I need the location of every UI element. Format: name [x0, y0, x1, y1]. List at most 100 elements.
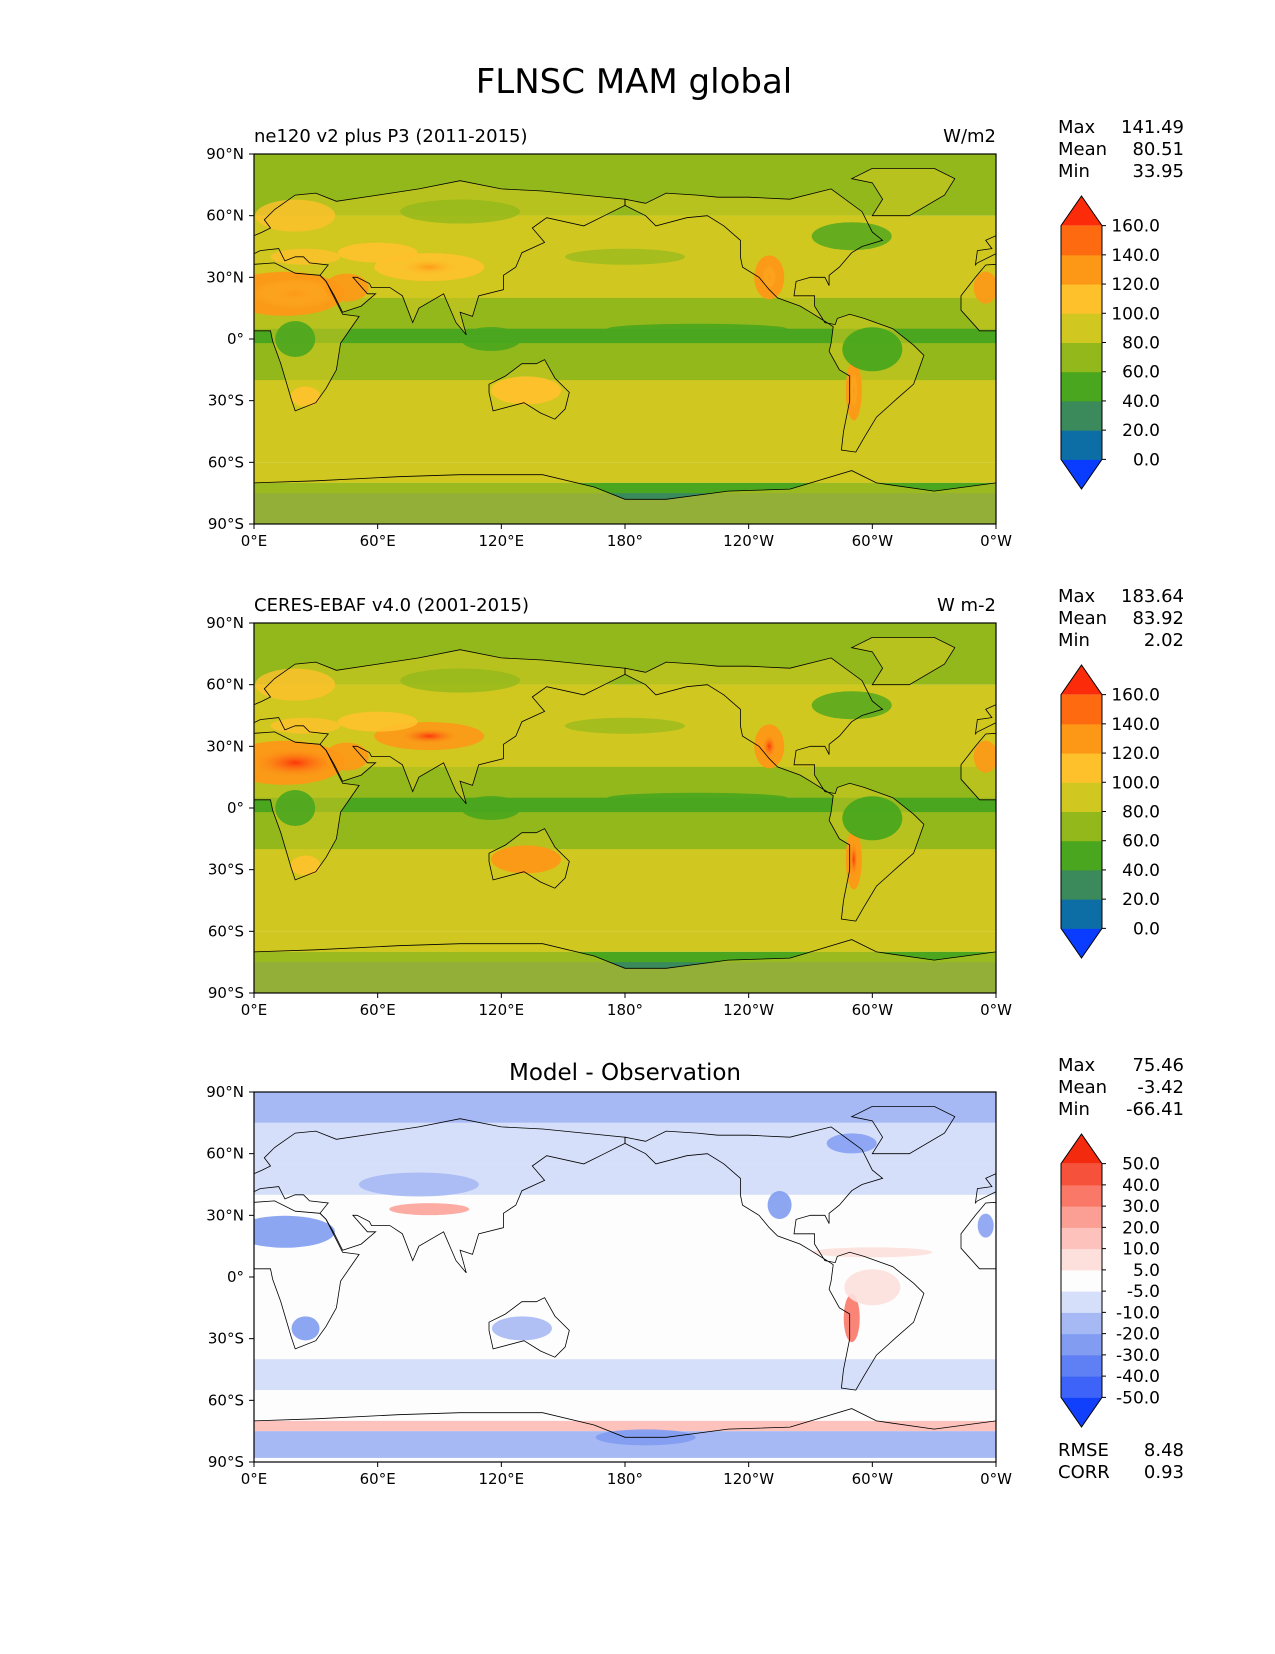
x-tick-label: 120°E: [479, 532, 525, 550]
coastline-1: [254, 262, 360, 412]
sahara-core: [254, 278, 341, 309]
canada-diff: [826, 1133, 877, 1154]
colorbar-label: 120.0: [1111, 275, 1160, 295]
y-tick-label: 60°N: [206, 207, 244, 225]
colorbar-segment: [1061, 1227, 1102, 1250]
tibet-core: [399, 728, 460, 745]
maritime-continent: [461, 796, 522, 820]
colorbar-segment: [1061, 753, 1102, 783]
colorbar-segment: [1061, 869, 1102, 900]
diff-band-antarctic-coast: [254, 1420, 996, 1432]
field-band-itcz: [254, 328, 996, 344]
colorbar-label: 140.0: [1111, 246, 1160, 266]
x-tick-label: 120°W: [723, 532, 774, 550]
stat-label-mean: Mean: [1058, 608, 1107, 629]
colorbar-label: 100.0: [1111, 773, 1160, 793]
tibet-diff: [389, 1203, 470, 1216]
coastline-5: [488, 828, 570, 889]
colorbar-segment: [1061, 723, 1102, 754]
colorbar-segment: [1061, 1354, 1102, 1377]
x-tick-label: 180°: [607, 1470, 643, 1488]
stat-value-rmse: 8.48: [1144, 1440, 1184, 1461]
coastlines: [254, 1106, 996, 1462]
stat-value-mean: 83.92: [1132, 608, 1184, 629]
stat-value-max: 75.46: [1132, 1055, 1184, 1076]
y-tick-label: 30°S: [208, 1330, 244, 1348]
x-tick-label: 0°W: [980, 532, 1012, 550]
coastline-3: [254, 649, 626, 805]
pacific-storm-track: [565, 717, 685, 734]
colorbar-label: 40.0: [1122, 861, 1160, 881]
colorbar-label: 120.0: [1111, 744, 1160, 764]
mediterranean-field: [270, 717, 341, 734]
colorbar-label: 30.0: [1122, 1197, 1160, 1217]
stat-label-mean: Mean: [1058, 139, 1107, 160]
amazon-field: [842, 796, 903, 841]
stat-value-max: 183.64: [1121, 586, 1184, 607]
colorbar-label: 160.0: [1111, 217, 1160, 237]
coastline-4: [624, 657, 925, 922]
siberia-field: [400, 668, 521, 693]
coastline-7: [254, 939, 996, 993]
mediterranean-field: [270, 248, 341, 265]
diff-band-southern: [254, 1359, 996, 1391]
y-tick-label: 90°N: [206, 145, 244, 163]
x-tick-label: 120°E: [479, 1470, 525, 1488]
australia-field: [491, 376, 562, 405]
pacific-itcz: [607, 323, 788, 334]
coastline-6: [850, 168, 956, 217]
panel-title: Model - Observation: [509, 1060, 741, 1086]
y-tick-label: 60°N: [206, 1145, 244, 1163]
colorbar-segment: [1061, 694, 1102, 725]
colorbar-cap-high: [1061, 665, 1102, 695]
coastlines: [254, 637, 996, 993]
stat-value-mean: -3.42: [1137, 1077, 1184, 1098]
south-africa-field: [290, 386, 321, 407]
w-africa-coast: [973, 271, 996, 304]
colorbar-label: 100.0: [1111, 304, 1160, 324]
x-tick-label: 60°E: [360, 1470, 396, 1488]
stat-label-min: Min: [1058, 1099, 1090, 1120]
panel-difference: 0°E 60°E 120°E 180° 120°W 60°W 0°W 90°N 60°N 30°N…: [206, 1055, 1184, 1488]
stat-value-mean: 80.51: [1132, 139, 1184, 160]
coastline-5: [488, 1297, 570, 1358]
y-tick-label: 0°: [227, 799, 244, 817]
stat-label-rmse: RMSE: [1058, 1440, 1109, 1461]
colorbar-label: 0.0: [1133, 450, 1160, 470]
colorbar-label: -50.0: [1116, 1388, 1160, 1408]
canada-field: [811, 222, 892, 251]
y-tick-label: 30°S: [208, 392, 244, 410]
land-tint-4: [625, 657, 924, 922]
w-africa-diff: [977, 1213, 994, 1238]
andes-core: [849, 841, 858, 878]
colorbar-label: 50.0: [1122, 1155, 1160, 1175]
colorbar-label: 20.0: [1122, 890, 1160, 910]
map-field: [254, 1092, 996, 1462]
pacific-storm-track: [565, 248, 685, 265]
y-tick-label: 60°S: [208, 1391, 244, 1409]
colorbar-cap-low: [1061, 1397, 1102, 1427]
stat-value-max: 141.49: [1121, 117, 1184, 138]
stat-label-max: Max: [1058, 586, 1096, 607]
colorbar-label: 5.0: [1133, 1261, 1160, 1281]
map-field: [254, 623, 996, 993]
land-tint-2: [975, 704, 996, 734]
stat-value-min: 33.95: [1132, 161, 1184, 182]
colorbar-label: 0.0: [1133, 919, 1160, 939]
stat-label-min: Min: [1058, 161, 1090, 182]
colorbar-cap-high: [1061, 196, 1102, 226]
colorbar-segment: [1061, 840, 1102, 871]
colorbar-segment: [1061, 225, 1102, 256]
x-tick-label: 180°: [607, 1001, 643, 1019]
south-africa-diff: [291, 1316, 320, 1341]
australia-diff: [491, 1316, 552, 1341]
y-tick-label: 90°N: [206, 614, 244, 632]
units-label: W/m2: [943, 126, 996, 147]
colorbar-cap-low: [1061, 928, 1102, 958]
stat-value-corr: 0.93: [1144, 1462, 1184, 1483]
coastline-3: [254, 180, 626, 336]
y-tick-label: 30°N: [206, 268, 244, 286]
x-tick-label: 60°W: [852, 532, 894, 550]
colorbar-label: 140.0: [1111, 715, 1160, 735]
